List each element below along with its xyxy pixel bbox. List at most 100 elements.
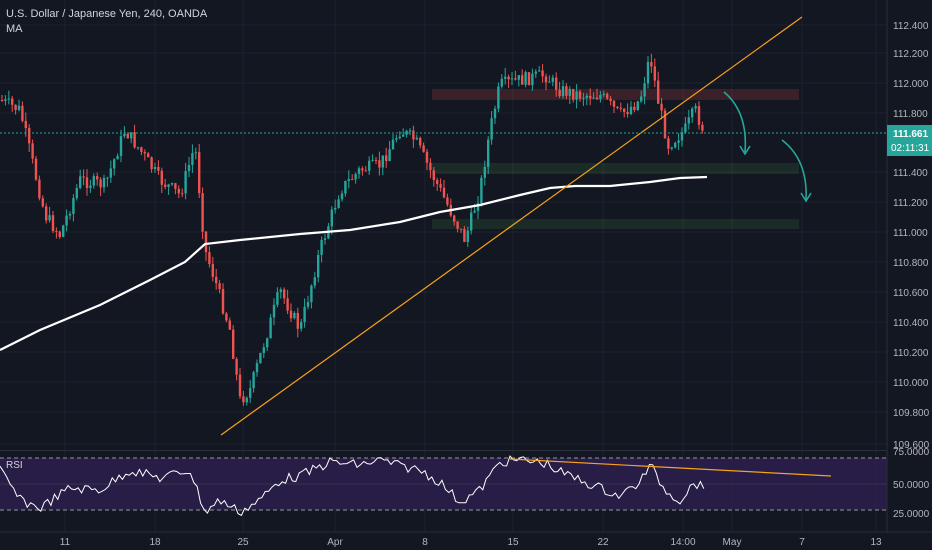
candle-body (323, 238, 327, 240)
candle-body (14, 104, 17, 111)
candle-body (357, 168, 361, 174)
candle-body (62, 225, 65, 237)
candle-body (650, 61, 653, 67)
candle-body (544, 76, 548, 83)
candle-body (194, 152, 197, 154)
candle-body (170, 183, 174, 185)
candle-body (368, 160, 371, 171)
candle-body (521, 75, 524, 85)
candle-body (446, 197, 449, 205)
candle-body (395, 138, 398, 140)
candle-body (473, 210, 476, 213)
rsi-pane-separator (0, 450, 932, 451)
rsi-tick: 75.0000 (893, 447, 930, 458)
candle-body (45, 206, 48, 221)
candle-body (653, 66, 656, 81)
price-axis-panel[interactable] (887, 0, 932, 532)
rsi-trendline[interactable] (509, 458, 832, 477)
candle-body (575, 91, 578, 100)
chart-legend[interactable]: U.S. Dollar / Japanese Yen, 240, OANDA M… (6, 7, 207, 37)
candle-body (558, 89, 561, 97)
countdown-label: 02:11:31 (891, 143, 930, 154)
rsi-title[interactable]: RSI (6, 460, 23, 471)
candle-body (174, 183, 177, 189)
candle-body (674, 142, 677, 148)
candle-body (252, 372, 255, 389)
candle-body (17, 105, 21, 111)
forecast-arrow-2 (781, 139, 807, 201)
candle-body (136, 147, 140, 149)
time-tick: Apr (327, 537, 343, 548)
candle-body (320, 239, 323, 255)
candle-body (483, 166, 486, 178)
candle-body (385, 155, 388, 162)
candle-body (204, 231, 208, 253)
time-tick: 22 (597, 537, 609, 548)
candle-body (262, 347, 265, 353)
price-axis-ticks: 112.400 112.200 112.000 111.800 111.400 111.2… (893, 21, 930, 451)
candle-body (595, 97, 599, 100)
time-tick: 15 (507, 537, 519, 548)
rsi-axis-ticks: 75.0000 50.0000 25.0000 (893, 447, 930, 520)
symbol-title[interactable]: U.S. Dollar / Japanese Yen, 240, OANDA (6, 8, 208, 20)
candle-body (157, 167, 160, 171)
candle-body (191, 153, 194, 165)
candle-body (340, 193, 344, 200)
candle-body (7, 98, 10, 100)
candle-body (330, 209, 333, 227)
candle-body (500, 78, 503, 87)
candle-body (24, 120, 27, 129)
candle-body (432, 170, 435, 181)
candle-body (456, 221, 459, 229)
candle-body (660, 103, 663, 111)
price-tick: 109.600 (893, 440, 930, 451)
indicator-label[interactable]: MA (6, 23, 23, 35)
candle-body (643, 83, 646, 97)
candle-body (517, 75, 520, 80)
candle-body (466, 230, 469, 242)
rsi-tick: 25.0000 (893, 509, 930, 520)
price-tick: 110.000 (893, 378, 929, 389)
candle-body (629, 106, 633, 115)
candle-body (221, 289, 225, 314)
candle-body (184, 171, 187, 194)
candle-body (334, 207, 337, 210)
resistance-zone (432, 89, 799, 100)
candle-body (337, 199, 340, 208)
candle-body (153, 167, 157, 170)
candle-body (476, 203, 480, 211)
candle-body (164, 184, 167, 187)
candle-body (364, 170, 367, 172)
candle-body (150, 157, 153, 170)
candle-body (697, 106, 701, 125)
candle-body (38, 179, 41, 199)
price-tick: 110.600 (893, 288, 929, 299)
time-tick: 11 (60, 537, 71, 548)
candle-body (568, 88, 571, 96)
candle-body (68, 213, 72, 216)
candle-body (524, 72, 527, 85)
trendline[interactable] (220, 16, 803, 436)
candle-body (636, 101, 639, 110)
candle-body (218, 283, 221, 290)
candle-body (11, 98, 14, 105)
candle-body (48, 215, 51, 221)
candle-body (510, 78, 514, 80)
candle-body (72, 198, 75, 214)
price-tick: 111.400 (893, 168, 928, 179)
candle-body (425, 151, 429, 163)
time-axis-panel[interactable] (0, 532, 932, 550)
support-zone-lower (432, 219, 799, 229)
candle-body (555, 77, 558, 90)
candle-body (306, 302, 310, 307)
candle-body (34, 158, 38, 180)
candle-body (463, 228, 466, 242)
candle-body (4, 99, 7, 101)
price-tick: 110.200 (893, 348, 929, 359)
price-tick: 111.200 (893, 198, 928, 209)
candle-body (504, 76, 507, 79)
candle-body (89, 185, 92, 188)
candlestick-series (0, 53, 704, 406)
